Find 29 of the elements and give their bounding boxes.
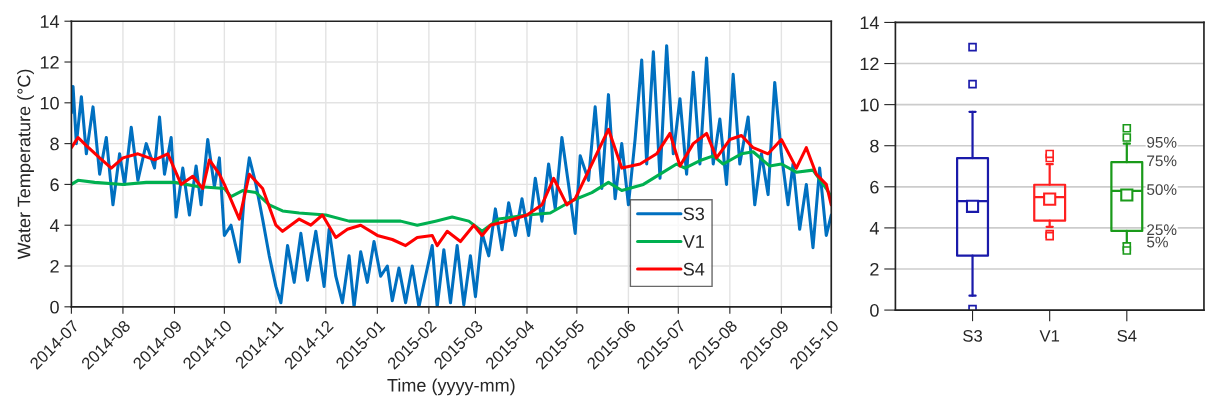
annotation: 25%: [1147, 224, 1177, 236]
legend-label: V1: [682, 235, 704, 248]
y-tick-label: 0: [50, 300, 59, 314]
legend-label: S4: [683, 262, 705, 276]
annotation: 95%: [1147, 136, 1177, 148]
y-tick-label: 2: [870, 262, 879, 276]
y-tick-label: 8: [870, 139, 879, 153]
y-tick-label: 2: [50, 259, 59, 273]
y-tick-label: 10: [40, 96, 59, 110]
y-axis-title: Water Temperature (°C): [17, 69, 34, 260]
y-tick-label: 8: [50, 137, 59, 151]
annotation: 50%: [1147, 184, 1177, 196]
x-tick-label: S3: [963, 329, 982, 342]
y-tick-label: 10: [860, 98, 879, 112]
annotation: 75%: [1147, 155, 1177, 167]
annotation: 5%: [1147, 236, 1168, 248]
y-tick-label: 6: [870, 180, 879, 194]
y-tick-label: 12: [40, 55, 59, 69]
y-tick-label: 4: [869, 222, 879, 235]
y-tick-label: 0: [870, 304, 879, 317]
x-tick-label: S4: [1117, 329, 1137, 342]
x-axis-title: Time (yyyy-mm): [387, 378, 515, 396]
y-tick-label: 4: [49, 219, 60, 232]
legend-label: S3: [683, 207, 705, 221]
y-tick-label: 14: [40, 15, 60, 28]
y-tick-label: 6: [50, 178, 59, 192]
x-tick-label: V1: [1039, 330, 1060, 342]
y-tick-label: 14: [860, 16, 879, 29]
y-tick-label: 12: [860, 57, 879, 71]
